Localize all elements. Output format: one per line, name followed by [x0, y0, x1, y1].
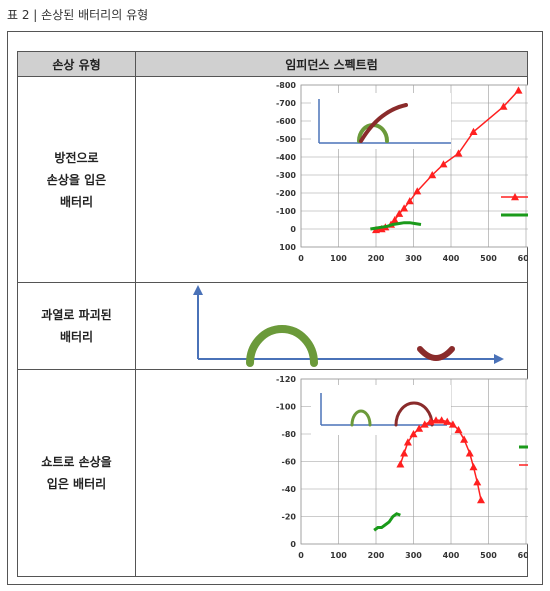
series-point-normal: [403, 438, 412, 446]
x-tick-label: 400: [443, 551, 460, 560]
y-tick-label: -20: [282, 513, 297, 522]
y-tick-label: 0: [290, 225, 296, 234]
series-point-damaged: [469, 127, 478, 135]
x-tick-label: 100: [330, 551, 347, 560]
y-tick-label: -100: [276, 403, 296, 412]
series-point-normal: [432, 416, 440, 424]
y-tick-label: 100: [279, 243, 296, 252]
row-label-short: 쇼트로 손상을 입은 배터리: [17, 369, 136, 577]
row-label-overheat: 과열로 파괴된 배터리: [17, 282, 136, 370]
y-tick-label: -100: [276, 207, 296, 216]
series-point-damaged: [405, 197, 414, 205]
table-frame: [7, 31, 543, 585]
series-point-normal: [465, 449, 474, 457]
impedance-sketch-overheat: [193, 285, 504, 367]
header-impedance-spectrum: 임피던스 스펙트럼: [135, 51, 528, 77]
x-tick-label: 600: [518, 551, 528, 560]
y-tick-label: -800: [276, 81, 296, 90]
series-point-damaged: [390, 216, 399, 224]
inset-damaged-curve: [359, 103, 408, 143]
series-point-normal: [448, 420, 457, 428]
damage-type-table: 손상 유형 임피던스 스펙트럼 방전으로 손상을 입은 배터리 0 100 200 3…: [17, 51, 528, 577]
y-tick-label: -700: [276, 99, 296, 108]
x-tick-label: 500: [480, 254, 497, 263]
impedance-chart-short: 0100200300400500600700800-120-100-80-60-…: [276, 375, 528, 560]
y-tick-label: -120: [276, 375, 296, 384]
inset-damaged-arc: [394, 401, 434, 427]
series-point-normal: [477, 496, 485, 504]
series-point-normal: [420, 420, 429, 428]
x-tick-label: 100: [330, 254, 347, 263]
y-tick-label: -200: [276, 189, 296, 198]
series-point-normal: [400, 449, 409, 457]
x-tick-label: 400: [443, 254, 460, 263]
sketch-normal-arc: [246, 325, 318, 367]
legend-marker-damaged: [511, 193, 519, 201]
x-tick-label: 500: [480, 551, 497, 560]
x-tick-label: 200: [368, 254, 385, 263]
series-point-normal: [409, 430, 418, 438]
x-tick-label: 300: [405, 254, 422, 263]
series-point-damaged: [413, 187, 422, 195]
series-point-damaged: [454, 149, 463, 157]
inset-normal-arc: [350, 409, 372, 427]
series-point-normal: [454, 425, 463, 434]
series-point-normal: [443, 417, 452, 425]
y-tick-label: -60: [282, 458, 297, 467]
row-label-discharge: 방전으로 손상을 입은 배터리: [17, 76, 136, 283]
series-point-normal: [415, 424, 424, 432]
series-line-normal: [370, 221, 422, 231]
plot-cell-3: 0100200300400500600700800-120-100-80-60-…: [135, 369, 528, 577]
x-tick-label: 300: [405, 551, 422, 560]
series-line-damaged: [373, 512, 401, 532]
y-tick-label: -80: [282, 430, 297, 439]
series-point-normal: [469, 463, 478, 471]
plot-cell-1: 0100200300400500600700800-800-700-600-50…: [135, 76, 528, 283]
y-tick-label: 0: [290, 540, 296, 549]
x-tick-label: 600: [518, 254, 528, 263]
impedance-chart-discharge: 0100200300400500600700800-800-700-600-50…: [276, 81, 528, 263]
series-point-damaged: [428, 171, 437, 179]
series-point-normal: [460, 435, 469, 443]
series-point-damaged: [514, 86, 523, 94]
inset-background: [311, 385, 451, 435]
inset-background: [311, 93, 451, 149]
sketch-y-arrowhead: [193, 285, 203, 295]
y-tick-label: -300: [276, 171, 296, 180]
series-point-normal: [437, 416, 446, 424]
y-tick-label: -600: [276, 117, 296, 126]
sketch-damaged-arc: [417, 346, 455, 361]
x-tick-label: 0: [298, 551, 304, 560]
plot-cell-2: [135, 282, 528, 370]
x-tick-label: 200: [368, 551, 385, 560]
y-tick-label: -500: [276, 135, 296, 144]
header-damage-type: 손상 유형: [17, 51, 136, 77]
y-tick-label: -40: [282, 485, 297, 494]
table-caption: 표 2 | 손상된 배터리의 유형: [7, 8, 149, 22]
series-point-damaged: [400, 204, 409, 212]
series-point-damaged: [395, 209, 404, 217]
series-point-normal: [396, 460, 405, 468]
series-point-damaged: [499, 102, 508, 110]
x-tick-label: 0: [298, 254, 304, 263]
series-point-normal: [473, 478, 482, 486]
sketch-x-arrowhead: [494, 354, 504, 364]
series-point-damaged: [439, 160, 448, 168]
y-tick-label: -400: [276, 153, 296, 162]
